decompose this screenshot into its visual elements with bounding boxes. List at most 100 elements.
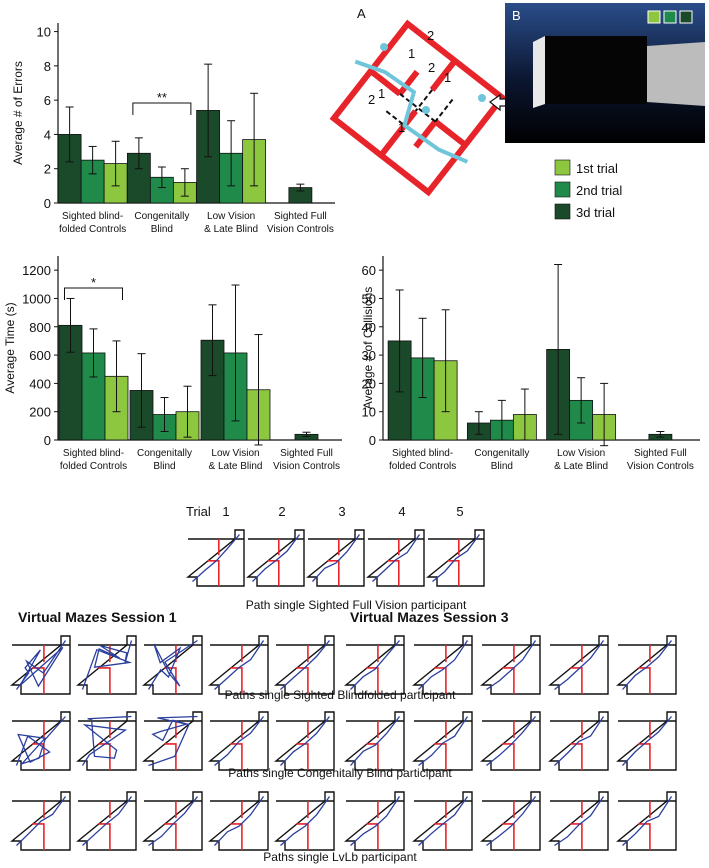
maze-icon bbox=[412, 711, 473, 771]
session-title: Virtual Mazes Session 3 bbox=[350, 609, 509, 625]
significance-label: ** bbox=[157, 90, 167, 105]
trial-number: 4 bbox=[398, 504, 405, 519]
y-tick-label: 60 bbox=[362, 263, 376, 278]
legend-label: 1st trial bbox=[576, 161, 618, 176]
maze-icon bbox=[76, 711, 137, 771]
room-label: 1 bbox=[378, 86, 385, 101]
maze-icon bbox=[274, 635, 335, 695]
maze-icon bbox=[208, 635, 269, 695]
error-bar bbox=[208, 304, 217, 377]
y-tick-label: 10 bbox=[362, 405, 376, 420]
maze-icon bbox=[480, 791, 541, 851]
legend-label: 3d trial bbox=[576, 205, 615, 220]
walk-path bbox=[147, 639, 198, 690]
maze-wall bbox=[570, 721, 583, 770]
trial-label: Trial bbox=[186, 504, 211, 519]
walk-path bbox=[486, 796, 537, 847]
trial-number: 3 bbox=[338, 504, 345, 519]
maze-icon bbox=[142, 635, 203, 695]
maze-outline bbox=[548, 635, 609, 695]
error-bar bbox=[88, 145, 97, 175]
trial-number: 2 bbox=[278, 504, 285, 519]
walk-path bbox=[148, 715, 198, 767]
maze-wall bbox=[366, 721, 379, 770]
error-bar bbox=[180, 168, 189, 197]
x-tick-label: Congenitally Blind bbox=[134, 211, 189, 235]
maze-icon bbox=[208, 711, 269, 771]
maze-icon bbox=[344, 711, 405, 771]
maze-icon bbox=[426, 529, 485, 587]
maze-icon bbox=[366, 529, 425, 587]
maze-icon bbox=[344, 635, 405, 695]
maze-wall bbox=[570, 801, 583, 850]
x-tick-label: Congenitally Blind bbox=[137, 448, 192, 472]
walk-path bbox=[280, 796, 331, 846]
error-bar bbox=[577, 377, 586, 424]
maze-wall bbox=[638, 801, 651, 850]
legend-swatch bbox=[554, 203, 571, 220]
y-tick-label: 30 bbox=[362, 348, 376, 363]
significance-bracket bbox=[64, 287, 123, 300]
error-bar bbox=[134, 137, 143, 170]
maze-icon bbox=[246, 529, 305, 587]
y-tick-label: 50 bbox=[362, 291, 376, 306]
trial-indicator bbox=[647, 10, 661, 24]
panel-label: B bbox=[512, 8, 521, 23]
trial-indicator bbox=[679, 10, 693, 24]
x-tick-label: Low Vision & Late Blind bbox=[554, 448, 608, 472]
error-bar bbox=[231, 284, 240, 422]
maze-icon bbox=[142, 791, 203, 851]
error-bar bbox=[65, 106, 74, 163]
y-axis-title: Average # of Errors bbox=[11, 61, 25, 165]
error-bar bbox=[254, 334, 263, 446]
y-axis-title: Average # of Collisions bbox=[361, 287, 375, 410]
row-caption: Path single Sighted Full Vision particip… bbox=[246, 598, 467, 612]
maze-wall bbox=[267, 539, 280, 586]
y-tick-label: 10 bbox=[37, 25, 51, 40]
maze-icon bbox=[306, 529, 365, 587]
walk-path bbox=[432, 534, 481, 583]
walk-path bbox=[418, 640, 469, 690]
row-caption: Paths single Congenitally Blind particip… bbox=[228, 766, 452, 780]
walk-path bbox=[214, 796, 265, 846]
walk-path bbox=[554, 716, 605, 766]
error-bar bbox=[157, 166, 166, 189]
walk-path bbox=[350, 796, 401, 846]
y-tick-label: 600 bbox=[29, 348, 51, 363]
maze-wall bbox=[32, 801, 45, 850]
x-tick-label: Sighted blind-folded Controls bbox=[60, 448, 127, 472]
maze-wall bbox=[164, 721, 177, 770]
error-bar bbox=[89, 328, 98, 378]
error-bar bbox=[227, 120, 236, 187]
room-label: 1 bbox=[444, 70, 451, 85]
x-tick-label: Sighted Full Vision Controls bbox=[273, 448, 340, 472]
walk-path bbox=[15, 716, 66, 766]
walk-path bbox=[486, 640, 537, 691]
walk-path bbox=[622, 796, 673, 846]
trial-number: 1 bbox=[222, 504, 229, 519]
walk-path bbox=[81, 715, 132, 766]
maze-wall bbox=[638, 645, 651, 694]
maze-icon bbox=[616, 791, 677, 851]
error-bar bbox=[111, 140, 120, 187]
error-bar bbox=[302, 431, 311, 437]
room-label: 2 bbox=[368, 92, 375, 107]
maze-icon bbox=[480, 635, 541, 695]
maze-wall bbox=[387, 539, 400, 586]
maze-icon bbox=[76, 635, 137, 695]
y-tick-label: 20 bbox=[362, 376, 376, 391]
maze-icon bbox=[274, 711, 335, 771]
walk-path bbox=[350, 640, 400, 690]
x-tick-label: Low Vision & Late Blind bbox=[204, 211, 258, 235]
maze-icon bbox=[186, 529, 245, 587]
room-label: 2 bbox=[427, 28, 434, 43]
maze-wall bbox=[98, 721, 111, 770]
maze-outline bbox=[76, 711, 137, 771]
maze-icon bbox=[412, 635, 473, 695]
walk-path bbox=[372, 534, 421, 582]
error-bar bbox=[183, 385, 192, 438]
maze-wall bbox=[296, 645, 309, 694]
